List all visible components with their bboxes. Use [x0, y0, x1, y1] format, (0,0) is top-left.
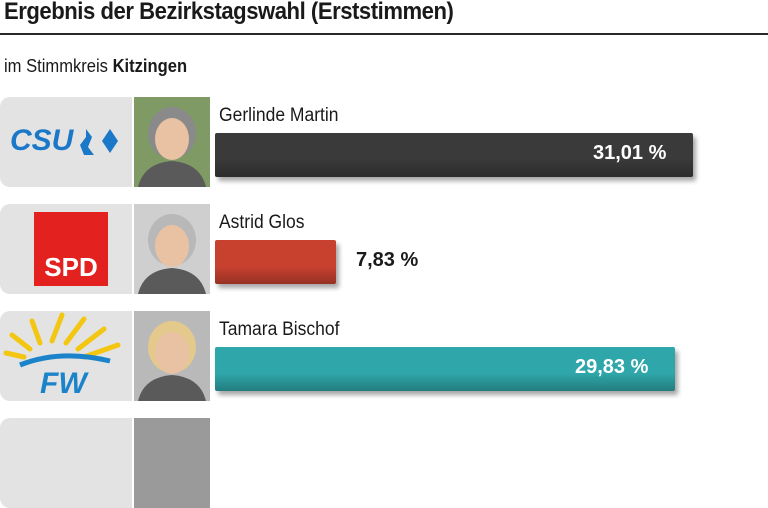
title-rule — [0, 33, 768, 35]
bar — [215, 240, 336, 284]
csu-logo: CSU — [10, 124, 118, 157]
chart-subtitle: im Stimmkreis Kitzingen — [4, 56, 187, 77]
svg-text:CSU: CSU — [10, 124, 75, 157]
subtitle-place: Kitzingen — [112, 56, 188, 76]
person-silhouette-icon — [134, 311, 210, 401]
candidate-photo — [134, 204, 210, 294]
bar — [215, 133, 693, 177]
subtitle-prefix: im Stimmkreis — [4, 56, 108, 76]
svg-text:SPD: SPD — [44, 252, 97, 282]
party-logo-fw: FW — [0, 311, 132, 401]
candidate-photo — [134, 97, 210, 187]
person-silhouette-icon — [134, 97, 210, 187]
value-label: 7,83 % — [356, 249, 419, 271]
svg-text:FW: FW — [40, 367, 89, 400]
bar-chart: CSU Gerlinde Martin 31,01 % SPD Astrid Glos 7… — [0, 97, 693, 508]
person-silhouette-icon — [134, 204, 210, 294]
candidate-name: Gerlinde Martin — [219, 105, 339, 126]
spd-logo: SPD — [34, 212, 108, 286]
chart-title: Ergebnis der Bezirkstagswahl (Erststimme… — [4, 0, 454, 25]
value-label: 31,01 % — [593, 142, 667, 164]
party-logo-spd: SPD — [0, 204, 132, 294]
bar — [215, 347, 675, 391]
value-label: 29,83 % — [575, 356, 649, 378]
candidate-name: Tamara Bischof — [219, 319, 340, 340]
candidate-name: Astrid Glos — [219, 212, 305, 233]
party-logo-csu: CSU — [0, 97, 132, 187]
fw-logo: FW — [3, 312, 121, 400]
candidate-photo — [134, 311, 210, 401]
